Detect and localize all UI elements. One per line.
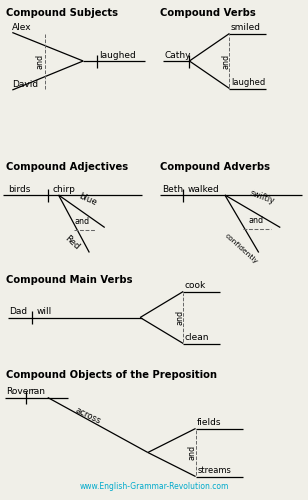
Text: Red: Red xyxy=(63,234,81,252)
Text: chirp: chirp xyxy=(52,184,75,194)
Text: Dad: Dad xyxy=(9,307,27,316)
Text: will: will xyxy=(36,307,52,316)
Text: Beth: Beth xyxy=(162,184,183,194)
Text: and: and xyxy=(74,217,89,226)
Text: and: and xyxy=(221,54,230,68)
Text: confidently: confidently xyxy=(223,232,258,265)
Text: Compound Verbs: Compound Verbs xyxy=(160,8,256,18)
Text: across: across xyxy=(73,406,102,426)
Text: Alex: Alex xyxy=(12,22,32,32)
Text: Compound Adverbs: Compound Adverbs xyxy=(160,162,270,172)
Text: Compound Subjects: Compound Subjects xyxy=(6,8,118,18)
Text: smiled: smiled xyxy=(231,23,261,32)
Text: Cathy: Cathy xyxy=(165,50,191,59)
Text: and: and xyxy=(187,445,197,460)
Text: Compound Objects of the Preposition: Compound Objects of the Preposition xyxy=(6,370,217,380)
Text: Compound Adjectives: Compound Adjectives xyxy=(6,162,128,172)
Text: ran: ran xyxy=(30,387,45,396)
Text: cook: cook xyxy=(185,281,206,290)
Text: walked: walked xyxy=(188,184,220,194)
Text: Compound Main Verbs: Compound Main Verbs xyxy=(6,275,133,285)
Text: blue: blue xyxy=(77,192,98,208)
Text: streams: streams xyxy=(197,466,231,475)
Text: David: David xyxy=(12,80,38,89)
Text: Rover: Rover xyxy=(6,387,32,396)
Text: and: and xyxy=(175,310,184,325)
Text: laughed: laughed xyxy=(99,51,136,60)
Text: clean: clean xyxy=(185,333,209,342)
Text: birds: birds xyxy=(8,184,30,194)
Text: and: and xyxy=(248,216,263,225)
Text: and: and xyxy=(35,54,45,69)
Text: fields: fields xyxy=(197,418,222,427)
Text: swiftly: swiftly xyxy=(248,188,275,206)
Text: www.English-Grammar-Revolution.com: www.English-Grammar-Revolution.com xyxy=(79,482,229,491)
Text: laughed: laughed xyxy=(231,78,265,87)
